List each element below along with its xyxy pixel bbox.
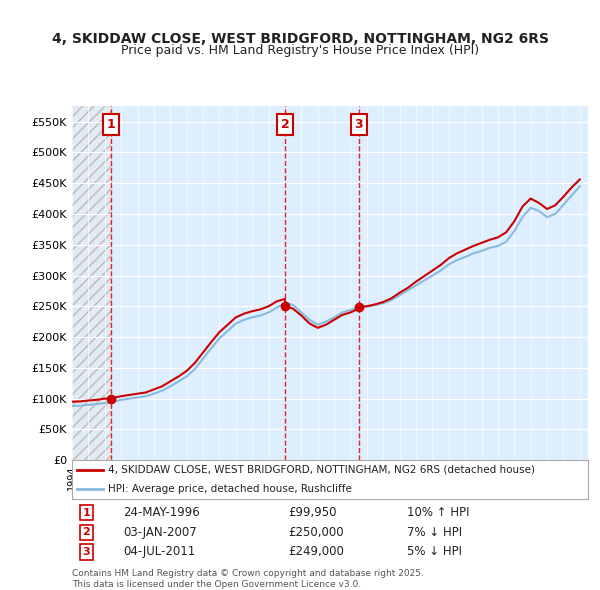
Text: 03-JAN-2007: 03-JAN-2007: [124, 526, 197, 539]
Text: 2: 2: [281, 118, 289, 131]
Text: £99,950: £99,950: [289, 506, 337, 519]
Text: 7% ↓ HPI: 7% ↓ HPI: [407, 526, 463, 539]
Text: 4, SKIDDAW CLOSE, WEST BRIDGFORD, NOTTINGHAM, NG2 6RS: 4, SKIDDAW CLOSE, WEST BRIDGFORD, NOTTIN…: [52, 32, 548, 47]
Text: 04-JUL-2011: 04-JUL-2011: [124, 545, 196, 559]
Text: Contains HM Land Registry data © Crown copyright and database right 2025.
This d: Contains HM Land Registry data © Crown c…: [72, 569, 424, 589]
Text: £250,000: £250,000: [289, 526, 344, 539]
Text: Price paid vs. HM Land Registry's House Price Index (HPI): Price paid vs. HM Land Registry's House …: [121, 44, 479, 57]
Text: 3: 3: [355, 118, 363, 131]
Text: 1: 1: [107, 118, 116, 131]
Text: HPI: Average price, detached house, Rushcliffe: HPI: Average price, detached house, Rush…: [108, 484, 352, 494]
Bar: [72, 106, 111, 460]
Text: 2: 2: [82, 527, 90, 537]
Text: 5% ↓ HPI: 5% ↓ HPI: [407, 545, 463, 559]
Text: 1: 1: [82, 508, 90, 517]
Text: 4, SKIDDAW CLOSE, WEST BRIDGFORD, NOTTINGHAM, NG2 6RS (detached house): 4, SKIDDAW CLOSE, WEST BRIDGFORD, NOTTIN…: [108, 465, 535, 475]
Text: £249,000: £249,000: [289, 545, 344, 559]
Text: 10% ↑ HPI: 10% ↑ HPI: [407, 506, 470, 519]
Bar: [72, 106, 111, 460]
Text: 24-MAY-1996: 24-MAY-1996: [124, 506, 200, 519]
Text: 3: 3: [82, 547, 90, 557]
